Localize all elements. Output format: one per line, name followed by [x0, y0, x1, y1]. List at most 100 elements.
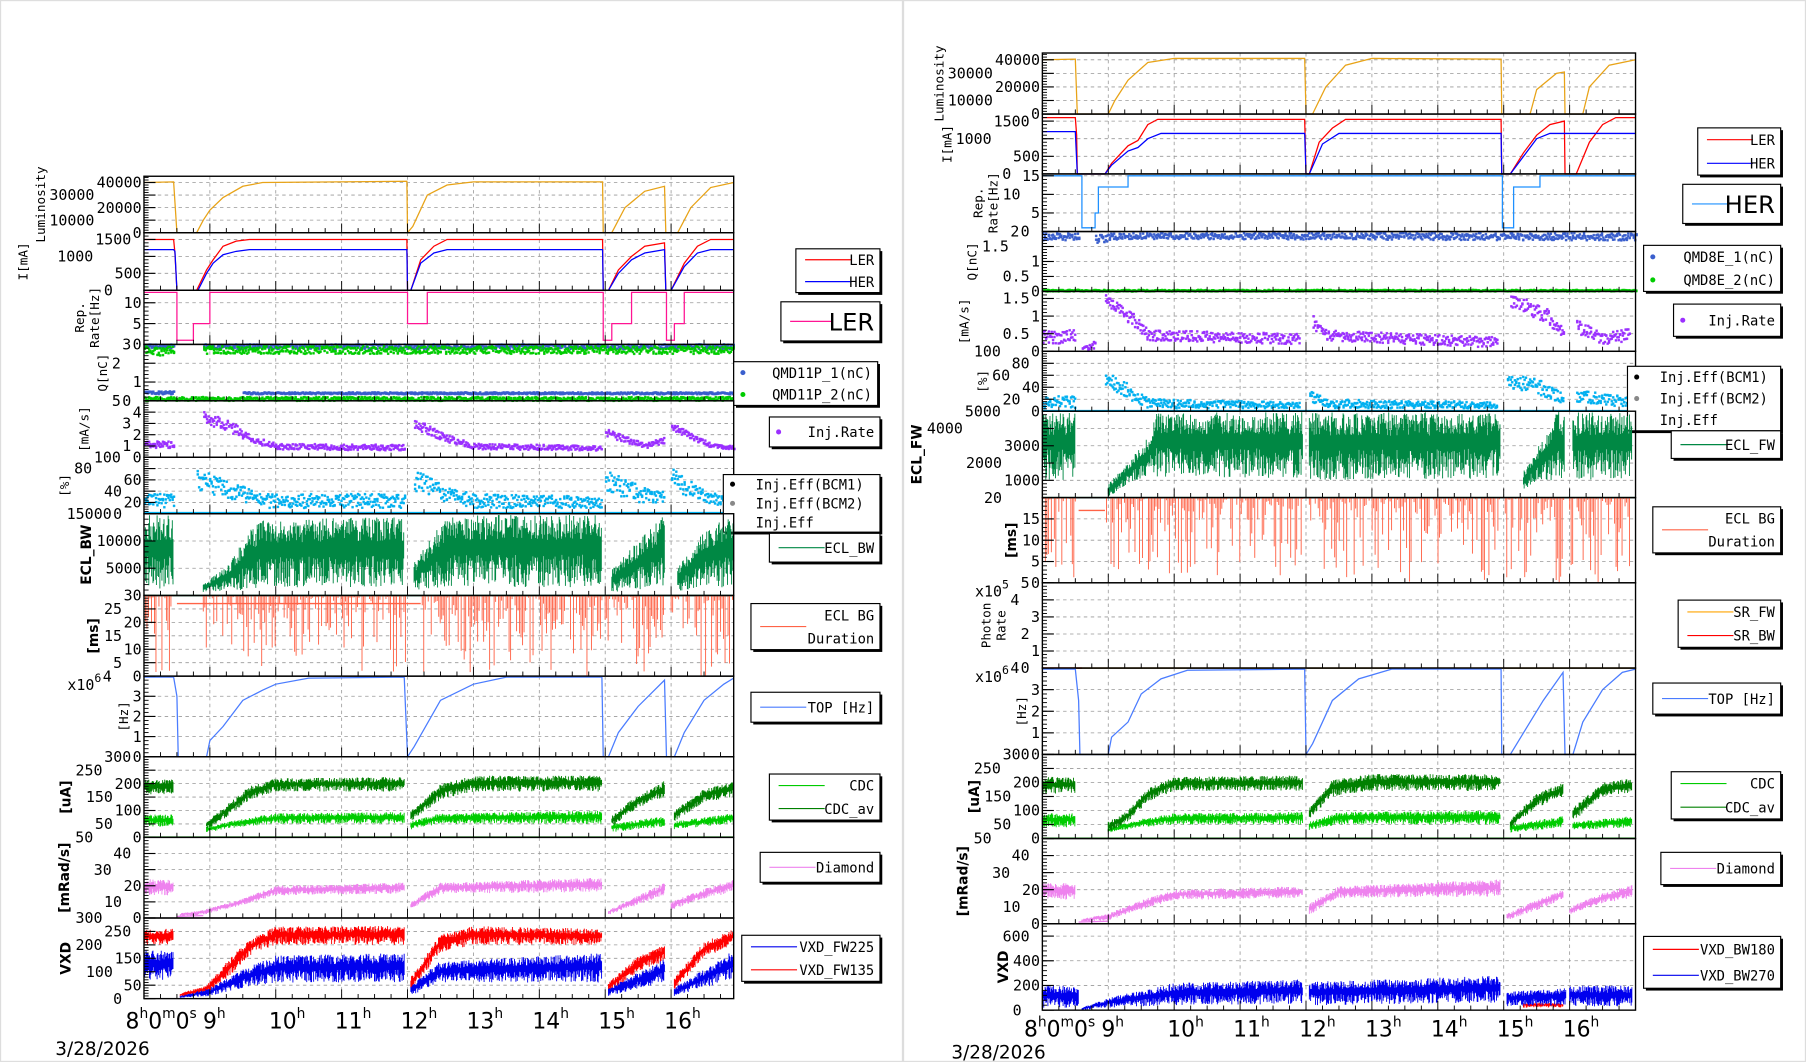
y-tick-label: 0 [113, 990, 122, 1008]
y-tick-label: 200 [75, 936, 102, 954]
multiplier-exponent: 5 [1002, 578, 1009, 592]
series-band [410, 878, 603, 908]
series-line [143, 180, 734, 235]
series-band [1506, 890, 1564, 919]
y-axis-label-line: Luminosity [931, 45, 946, 122]
legend-dot-marker [1634, 374, 1640, 380]
series-band [611, 781, 665, 825]
legend-eff: Inj.Eff(BCM1) Inj.Eff(BCM2) Inj.Eff [1626, 365, 1783, 434]
y-tick-label: 200 [115, 775, 142, 793]
series-band [206, 777, 405, 829]
y-tick-label: 0 [133, 909, 142, 927]
legend-label: TOP [Hz] [1708, 692, 1775, 708]
y-tick-label: 20 [1022, 881, 1040, 899]
x-tick-value: 9 [1101, 1018, 1115, 1043]
legend-label: QMD8E_1(nC) [1683, 250, 1774, 266]
y-axis-label-line: Rep. [970, 187, 985, 217]
y-tick-label: 1000 [57, 248, 93, 266]
y-tick-label: 100 [974, 343, 1001, 361]
y-tick-label: 0 [1013, 1001, 1022, 1019]
y-tick-label: 50 [95, 815, 113, 833]
legend-sr: SR_FW SR_BW [1677, 599, 1783, 650]
x-tick-unit: h [1327, 1014, 1336, 1030]
y-tick-label: 2 [1021, 625, 1030, 643]
x-tick-label: 11h [335, 1006, 372, 1034]
series-band [1509, 816, 1564, 833]
y-tick-label: 0 [1021, 223, 1030, 241]
legend-label: CDC [1750, 777, 1775, 793]
legend-label: QMD11P_2(nC) [772, 388, 872, 404]
x-tick-unit: s [190, 1006, 197, 1022]
y-axis-label-line: [%] [57, 474, 72, 497]
series-dots [143, 345, 176, 357]
series-dots [670, 424, 736, 451]
legend-label: HER [1750, 156, 1776, 172]
legend-dur: ECL BG Duration [750, 602, 883, 652]
series-dots [1576, 319, 1631, 345]
y-tick-label: 3 [122, 336, 131, 354]
legend-dot-marker [1634, 396, 1640, 402]
x-tick-label: 12h [401, 1006, 438, 1034]
y-axis-label-line: [mA/s] [77, 406, 92, 452]
multiplier-base: x10 [975, 583, 1002, 601]
y-axis-label: ECL_FW [909, 424, 925, 484]
legend-label: Inj.Eff(BCM1) [1660, 370, 1768, 386]
y-axis-label: [uA] [58, 780, 74, 813]
y-axis-label: [mA/s] [77, 406, 92, 452]
y-axis-label: I[mA] [939, 125, 954, 163]
series-band [611, 817, 665, 832]
x-tick-value: 0 [1047, 1018, 1061, 1043]
y-tick-label: 10 [124, 640, 142, 658]
legend-label: SR_BW [1733, 629, 1775, 645]
y-tick-label: 0 [133, 448, 142, 466]
series-dots [1506, 375, 1565, 404]
y-tick-label: 0 [113, 505, 122, 523]
y-axis-label-line: Rep. [72, 302, 87, 332]
y-tick-label: 2000 [966, 454, 1002, 472]
legend-label: SR_FW [1733, 605, 1775, 621]
x-tick-label: 15h [598, 1006, 635, 1034]
series-band [1081, 886, 1303, 922]
y-axis-label: [ms] [1004, 523, 1020, 558]
y-tick-label: 1 [1031, 253, 1040, 271]
legend-label: VXD_FW225 [799, 940, 874, 956]
y-axis-label-line: ECL_FW [909, 424, 925, 484]
y-tick-label: 10 [1022, 531, 1040, 549]
y-tick-label: 80 [74, 460, 92, 478]
y-axis-label-line: Luminosity [33, 166, 48, 243]
y-tick-label: 25 [104, 600, 122, 618]
y-tick-label: 40 [1022, 378, 1040, 396]
multiplier-base: x10 [975, 668, 1002, 686]
x-tick-label: 15h [1497, 1014, 1534, 1042]
legend-top: TOP [Hz] [750, 691, 883, 725]
series-dots [1576, 390, 1631, 408]
y-tick-label: 200 [1013, 774, 1040, 792]
x-tick-unit: h [1525, 1014, 1534, 1030]
x-tick-unit: h [494, 1006, 503, 1022]
y-axis-label: Luminosity [33, 166, 48, 243]
legend-vxd: VXD_BW180 VXD_BW270 [1643, 935, 1783, 991]
legend-label: TOP [Hz] [808, 700, 875, 716]
y-axis-label-line: [ms] [1004, 523, 1020, 558]
y-tick-label: 1 [1031, 307, 1040, 325]
y-tick-label: 0.5 [1003, 325, 1030, 343]
y-tick-label: 4 [1010, 659, 1019, 677]
legend-label: Inj.Eff(BCM2) [1660, 392, 1768, 408]
y-axis-label: [%] [57, 474, 72, 497]
series-band [1569, 985, 1633, 1007]
y-tick-label: 0 [1031, 915, 1040, 933]
y-tick-label: 5000 [106, 559, 142, 577]
axis-multiplier: x105 [975, 578, 1009, 601]
y-axis-label: [mRad/s] [956, 846, 972, 916]
y-tick-label: 0 [133, 336, 142, 354]
y-tick-label: 0 [1031, 402, 1040, 420]
chart-ler: 400003000020000100000LuminosityLERHER150… [16, 166, 883, 1060]
y-tick-label: 60 [124, 471, 142, 489]
y-tick-label: 5 [133, 315, 142, 333]
x-tick-label: 12h [1299, 1014, 1336, 1042]
y-tick-label: 1 [133, 728, 142, 746]
